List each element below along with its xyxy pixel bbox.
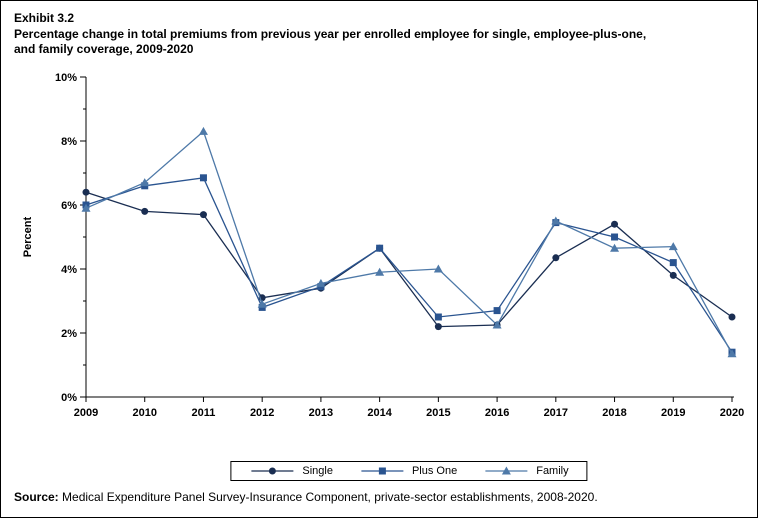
x-tick-label: 2016 bbox=[485, 407, 509, 419]
legend-item-plus-one: Plus One bbox=[359, 465, 457, 477]
y-axis-title: Percent bbox=[22, 216, 34, 257]
data-point-family bbox=[668, 242, 678, 251]
data-point-family bbox=[375, 267, 385, 276]
chart-title-line-2: and family coverage, 2009-2020 bbox=[14, 42, 194, 57]
x-tick-label: 2010 bbox=[132, 407, 156, 419]
legend-label-single: Single bbox=[302, 465, 333, 477]
x-tick-label: 2018 bbox=[602, 407, 626, 419]
x-tick-label: 2015 bbox=[426, 407, 450, 419]
data-point-family bbox=[492, 320, 502, 329]
series-line-single bbox=[85, 191, 733, 328]
legend-square-marker-icon bbox=[360, 467, 403, 475]
data-point-plus-one bbox=[199, 174, 207, 182]
data-point-family bbox=[433, 264, 443, 273]
data-point-family bbox=[727, 349, 737, 358]
data-point-family bbox=[81, 203, 91, 212]
chart-title-line-1: Percentage change in total premiums from… bbox=[14, 26, 647, 41]
data-point-single bbox=[141, 207, 149, 215]
legend-item-family: Family bbox=[483, 465, 569, 477]
x-tick-label: 2009 bbox=[74, 407, 98, 419]
chart-legend: Single Plus One Family bbox=[230, 461, 588, 481]
data-point-plus-one bbox=[376, 244, 384, 252]
legend-item-single: Single bbox=[249, 465, 333, 477]
data-point-family bbox=[198, 126, 208, 135]
x-tick-label: 2012 bbox=[250, 407, 274, 419]
y-tick-label: 8% bbox=[61, 136, 77, 148]
data-point-single bbox=[199, 211, 207, 219]
data-point-family bbox=[257, 299, 267, 308]
data-point-family bbox=[316, 278, 326, 287]
x-tick-label: 2014 bbox=[367, 407, 392, 419]
x-tick-label: 2017 bbox=[544, 407, 568, 419]
y-tick-label: 4% bbox=[61, 264, 77, 276]
data-point-family bbox=[610, 243, 620, 252]
data-point-plus-one bbox=[669, 259, 677, 267]
data-point-plus-one bbox=[434, 313, 442, 321]
data-point-single bbox=[728, 313, 736, 321]
data-point-single bbox=[552, 254, 560, 262]
legend-label-plus-one: Plus One bbox=[411, 465, 458, 477]
y-tick-label: 10% bbox=[55, 72, 77, 84]
chart-header: Exhibit 3.2 Percentage change in total p… bbox=[14, 11, 744, 58]
y-tick-label: 6% bbox=[61, 200, 77, 212]
x-tick-label: 2011 bbox=[192, 407, 216, 419]
source-label: Source: bbox=[14, 490, 59, 504]
y-tick-label: 0% bbox=[61, 392, 77, 404]
data-point-plus-one bbox=[493, 307, 501, 315]
data-point-single bbox=[82, 188, 90, 196]
legend-triangle-marker-icon bbox=[485, 466, 528, 475]
exhibit-label: Exhibit 3.2 bbox=[14, 11, 75, 25]
x-tick-label: 2013 bbox=[309, 407, 333, 419]
x-tick-label: 2019 bbox=[661, 407, 685, 419]
series-line-plus-one bbox=[85, 177, 733, 353]
data-point-plus-one bbox=[611, 233, 619, 241]
series-line-family bbox=[85, 130, 733, 355]
y-tick-label: 2% bbox=[61, 328, 77, 340]
data-point-single bbox=[611, 220, 619, 228]
x-tick-label: 2020 bbox=[720, 407, 744, 419]
data-point-single bbox=[434, 323, 442, 331]
data-point-family bbox=[140, 178, 150, 187]
data-point-family bbox=[551, 216, 561, 225]
source-note: Source: Medical Expenditure Panel Survey… bbox=[14, 490, 598, 504]
source-text: Medical Expenditure Panel Survey-Insuran… bbox=[62, 490, 598, 504]
legend-label-family: Family bbox=[536, 465, 569, 477]
legend-circle-marker-icon bbox=[251, 467, 294, 475]
data-point-single bbox=[669, 271, 677, 279]
